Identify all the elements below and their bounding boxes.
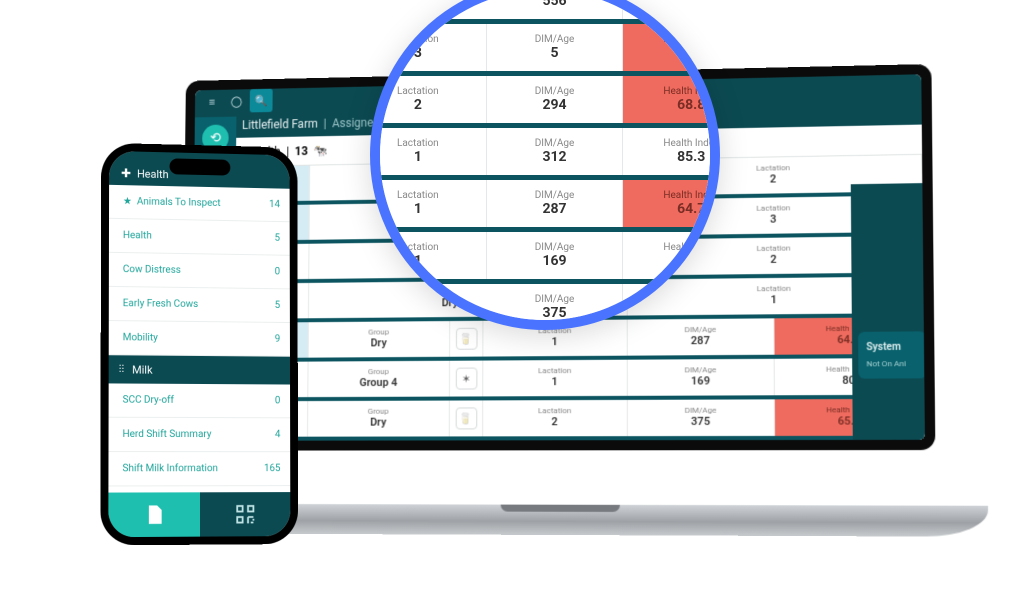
mag-dim: DIM/Age312	[487, 128, 624, 175]
list-item[interactable]: Early Fresh Cows 5	[109, 287, 290, 323]
list-item-count: 5	[275, 300, 280, 311]
logo-icon: ◯	[225, 89, 248, 113]
phone-tabbar	[108, 492, 290, 537]
cow-icon: 🐄	[314, 143, 328, 157]
list-item[interactable]: Health 5	[109, 219, 290, 256]
list-item-count: 14	[269, 199, 280, 210]
table-row[interactable]: 760GroupDry🥛Lactation2DIM/Age375Health I…	[233, 399, 925, 441]
mag-health-index: Health Index68.8	[623, 76, 720, 123]
list-item[interactable]: SCC Dry-off 0	[109, 383, 291, 418]
phone-device: ✚ Health ★ Animals To Inspect 14 Health 5 Cow…	[100, 143, 298, 546]
search-icon[interactable]: 🔍	[250, 89, 273, 113]
list-item-count: 4	[275, 429, 281, 440]
table-row[interactable]: 4114GroupGroup 4✶Lactation1DIM/Age169Hea…	[234, 358, 925, 401]
list-item[interactable]: Cow Distress 0	[109, 253, 290, 290]
tab-reports[interactable]	[108, 492, 200, 537]
magnifier-content: Lactation2DIM/Age556Health IndexLactatio…	[370, 0, 720, 330]
cell-group: GroupDry	[308, 401, 450, 437]
system-subtitle: Not On Ani	[866, 359, 918, 368]
system-title: System	[866, 342, 918, 354]
list-item-count: 9	[275, 334, 280, 345]
mag-health-index: Health Index65.2	[623, 24, 720, 71]
list-item-count: 5	[275, 233, 280, 244]
mag-health-index: Health Index64.7	[623, 180, 720, 227]
magnifier-row: Lactation2DIM/Age556Health Index	[370, 0, 720, 24]
phone-list: ★ Animals To Inspect 14 Health 5 Cow Distress…	[108, 185, 290, 493]
phone-body: ✚ Health ★ Animals To Inspect 14 Health 5 Cow…	[100, 143, 298, 546]
system-box[interactable]: System Not On Ani	[858, 331, 925, 378]
mag-health-index: Health Index85.3	[623, 128, 720, 175]
cell-lactation: Lactation2	[483, 400, 628, 436]
list-item-label: Health	[123, 230, 152, 241]
mag-dim: DIM/Age169	[487, 232, 624, 279]
mag-lactation: Lactation2	[370, 76, 487, 123]
cell-dim: DIM/Age169	[628, 359, 775, 396]
phone-header-title: Health	[137, 168, 169, 182]
list-item-label: Shift Milk Information	[122, 463, 217, 474]
cell-group: GroupDry	[309, 321, 451, 358]
section-header: ⫶⫶Milk	[109, 355, 290, 384]
mag-lactation: Lactation1	[370, 180, 487, 227]
mag-lactation: Lactation3	[370, 24, 487, 71]
list-item-label: Mobility	[123, 332, 158, 343]
star-icon: ★	[123, 196, 132, 207]
list-item[interactable]: Herd Shift Summary 4	[108, 418, 290, 452]
list-item-label: Herd Shift Summary	[123, 429, 212, 440]
mag-lactation: Lactation1	[370, 232, 487, 279]
medkit-icon: ✚	[121, 166, 131, 180]
list-item-label: Early Fresh Cows	[123, 298, 198, 310]
cell-group-icon: 🥛	[450, 400, 483, 436]
list-item-count: 165	[264, 463, 280, 474]
list-item[interactable]: Shift Milk Information 165	[108, 452, 290, 486]
milk-icon: ⫶⫶	[119, 362, 125, 376]
list-item-count: 0	[275, 395, 280, 406]
farm-name: Littlefield Farm	[242, 117, 318, 132]
mag-dim: DIM/Age294	[487, 76, 624, 123]
mag-dim: DIM/Age5	[487, 24, 624, 71]
mag-dim: DIM/Age287	[487, 180, 624, 227]
phone-notch	[170, 158, 231, 175]
cell-lactation: Lactation1	[483, 360, 628, 397]
list-item[interactable]: ★ Animals To Inspect 14	[109, 185, 290, 222]
cell-group-icon: 🥛	[450, 321, 483, 357]
cell-group: GroupGroup 4	[308, 361, 450, 397]
menu-icon[interactable]: ≡	[201, 90, 224, 114]
mag-health-index: Health Index80	[623, 232, 720, 279]
magnifier-row: Lactation3DIM/Age5Health Index65.2	[370, 24, 720, 76]
cell-dim: DIM/Age287	[628, 318, 775, 355]
list-item-label: Cow Distress	[123, 264, 181, 276]
magnifier-row: Lactation1DIM/Age169Health Index80	[370, 232, 720, 284]
magnifier: Lactation2DIM/Age556Health IndexLactatio…	[370, 0, 720, 330]
mag-lactation: Lactation1	[370, 128, 487, 175]
mag-dim: DIM/Age556	[487, 0, 624, 19]
phone-app: ✚ Health ★ Animals To Inspect 14 Health 5 Cow…	[108, 151, 290, 537]
magnifier-row: Lactation1DIM/Age312Health Index85.3	[370, 128, 720, 180]
tab-scan[interactable]	[200, 492, 290, 537]
list-item-label: SCC Dry-off	[123, 395, 174, 406]
list-item-count: 0	[275, 266, 280, 277]
list-item-label: Animals To Inspect	[137, 196, 221, 209]
cell-dim: DIM/Age375	[628, 399, 775, 436]
laptop-right-panel: System Not On Ani	[851, 183, 925, 440]
list-item[interactable]: Mobility 9	[109, 321, 290, 357]
magnifier-row: Lactation1DIM/Age287Health Index64.7	[370, 180, 720, 232]
magnifier-row: Lactation2DIM/Age294Health Index68.8	[370, 76, 720, 128]
cell-group-icon: ✶	[450, 361, 483, 397]
